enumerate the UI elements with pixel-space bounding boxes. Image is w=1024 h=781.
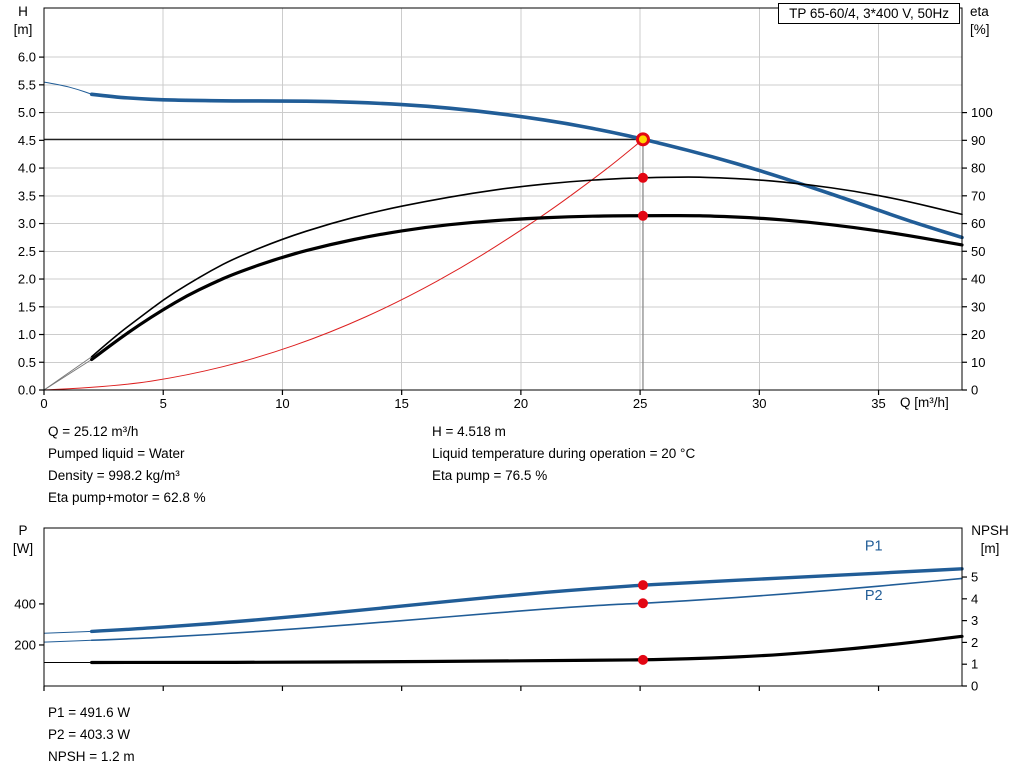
info-line-p1: P1 = 491.6 W: [48, 705, 131, 720]
tick-label: 1.0: [18, 327, 36, 342]
pump-curve-lead: [43, 81, 93, 95]
tick-label: 3.0: [18, 216, 36, 231]
power-npsh-chart: P1 P2 200 400 0 1 2 3 4 5: [14, 527, 978, 694]
tick-label: 100: [971, 105, 993, 120]
tick-label: 1.5: [18, 299, 36, 314]
tick-label: 3: [971, 613, 978, 628]
pump-curve: [89, 92, 964, 240]
tick-label: 40: [971, 272, 985, 287]
tick-label: 4.5: [18, 133, 36, 148]
tick-label: 2.0: [18, 272, 36, 287]
info-line-temperature: Liquid temperature during operation = 20…: [432, 446, 696, 461]
tick-label: 0.5: [18, 355, 36, 370]
duty-info-left: Q = 25.12 m³/h Pumped liquid = Water Den…: [48, 421, 206, 509]
tick-label: 10: [971, 355, 985, 370]
tick-label: 20: [971, 327, 985, 342]
tick-label: 30: [752, 396, 766, 411]
info-line-h: H = 4.518 m: [432, 424, 506, 439]
tick-label: 5: [971, 570, 978, 585]
tick-label: 4.0: [18, 161, 36, 176]
power-info: P1 = 491.6 W P2 = 403.3 W NPSH = 1.2 m: [48, 702, 135, 768]
series-label-p2: P2: [865, 588, 883, 604]
operating-dot: [637, 598, 648, 609]
tick-label: 0.0: [18, 383, 36, 398]
operating-dot: [637, 654, 648, 665]
eta-pump-curve: [90, 176, 963, 358]
pump-type-box: TP 65-60/4, 3*400 V, 50Hz: [778, 3, 960, 24]
tick-label: 5: [160, 396, 167, 411]
p1-curve: [89, 567, 964, 634]
tick-label: 25: [633, 396, 647, 411]
operating-dot: [637, 580, 648, 591]
power-axis-unit: [W]: [12, 541, 34, 556]
tick-label: 10: [275, 396, 289, 411]
power-axis-letter: P: [18, 523, 28, 538]
plot-frame: [43, 527, 963, 687]
eta-axis-letter: eta: [970, 4, 989, 19]
tick-label: 15: [394, 396, 408, 411]
info-line-eta-total: Eta pump+motor = 62.8 %: [48, 490, 206, 505]
duty-point-marker: [635, 132, 650, 147]
tick-label: 60: [971, 216, 985, 231]
tick-label: 5.0: [18, 105, 36, 120]
tick-label: 35: [871, 396, 885, 411]
p2-curve: [90, 577, 963, 642]
power-axis-title: P [W]: [4, 522, 42, 558]
axis-ticks: 200 400 0 1 2 3 4 5: [14, 570, 978, 694]
npsh-axis-unit: [m]: [980, 541, 1000, 556]
tick-label: 1: [971, 657, 978, 672]
tick-label: 0: [40, 396, 47, 411]
operating-dot: [637, 172, 648, 183]
tick-label: 0: [971, 679, 978, 694]
grid: [44, 8, 962, 390]
system-resistance-curve: [43, 138, 644, 391]
head-axis-letter: H: [18, 4, 28, 19]
eta-pump-motor-curve: [90, 213, 964, 362]
info-line-p2: P2 = 403.3 W: [48, 727, 131, 742]
head-axis-unit: [m]: [13, 22, 33, 37]
tick-label: 0: [971, 383, 978, 398]
eta-axis-title: eta [%]: [970, 3, 1018, 39]
tick-label: 6.0: [18, 50, 36, 65]
tick-label: 5.5: [18, 77, 36, 92]
info-line-q: Q = 25.12 m³/h: [48, 424, 139, 439]
head-axis-title: H [m]: [4, 3, 42, 39]
operating-dot: [637, 210, 648, 221]
npsh-axis-letter: NPSH: [971, 523, 1009, 538]
series-label-p1: P1: [865, 539, 883, 555]
info-line-eta-pump: Eta pump = 76.5 %: [432, 468, 548, 483]
p2-lead: [43, 639, 93, 643]
duty-info-right: H = 4.518 m Liquid temperature during op…: [432, 421, 695, 487]
tick-label: 50: [971, 244, 985, 259]
eta-axis-unit: [%]: [970, 22, 990, 37]
tick-label: 20: [514, 396, 528, 411]
tick-label: 70: [971, 188, 985, 203]
p1-lead: [43, 630, 93, 634]
npsh-axis-title: NPSH [m]: [963, 522, 1017, 558]
tick-label: 90: [971, 133, 985, 148]
info-line-density: Density = 998.2 kg/m³: [48, 468, 180, 483]
tick-label: 3.5: [18, 188, 36, 203]
plot-frame: [43, 7, 963, 391]
tick-label: 30: [971, 299, 985, 314]
tick-label: 400: [14, 596, 36, 611]
tick-label: 200: [14, 637, 36, 652]
eta-pump-motor-lead: [43, 359, 93, 391]
flow-axis-title: Q [m³/h]: [900, 395, 949, 410]
axis-ticks: 0.0 0.5 1.0 1.5 2.0 2.5 3.0 3.5 4.0 4.5 5.0 5.5 6.0 0…: [18, 50, 993, 411]
tick-label: 4: [971, 591, 978, 606]
tick-label: 2: [971, 635, 978, 650]
info-line-npsh: NPSH = 1.2 m: [48, 749, 135, 764]
npsh-curve: [90, 634, 964, 665]
info-line-liquid: Pumped liquid = Water: [48, 446, 185, 461]
tick-label: 2.5: [18, 244, 36, 259]
tick-label: 80: [971, 161, 985, 176]
pump-performance-chart: 0.0 0.5 1.0 1.5 2.0 2.5 3.0 3.5 4.0 4.5 5.0 5.5 6.0 0…: [18, 7, 993, 411]
